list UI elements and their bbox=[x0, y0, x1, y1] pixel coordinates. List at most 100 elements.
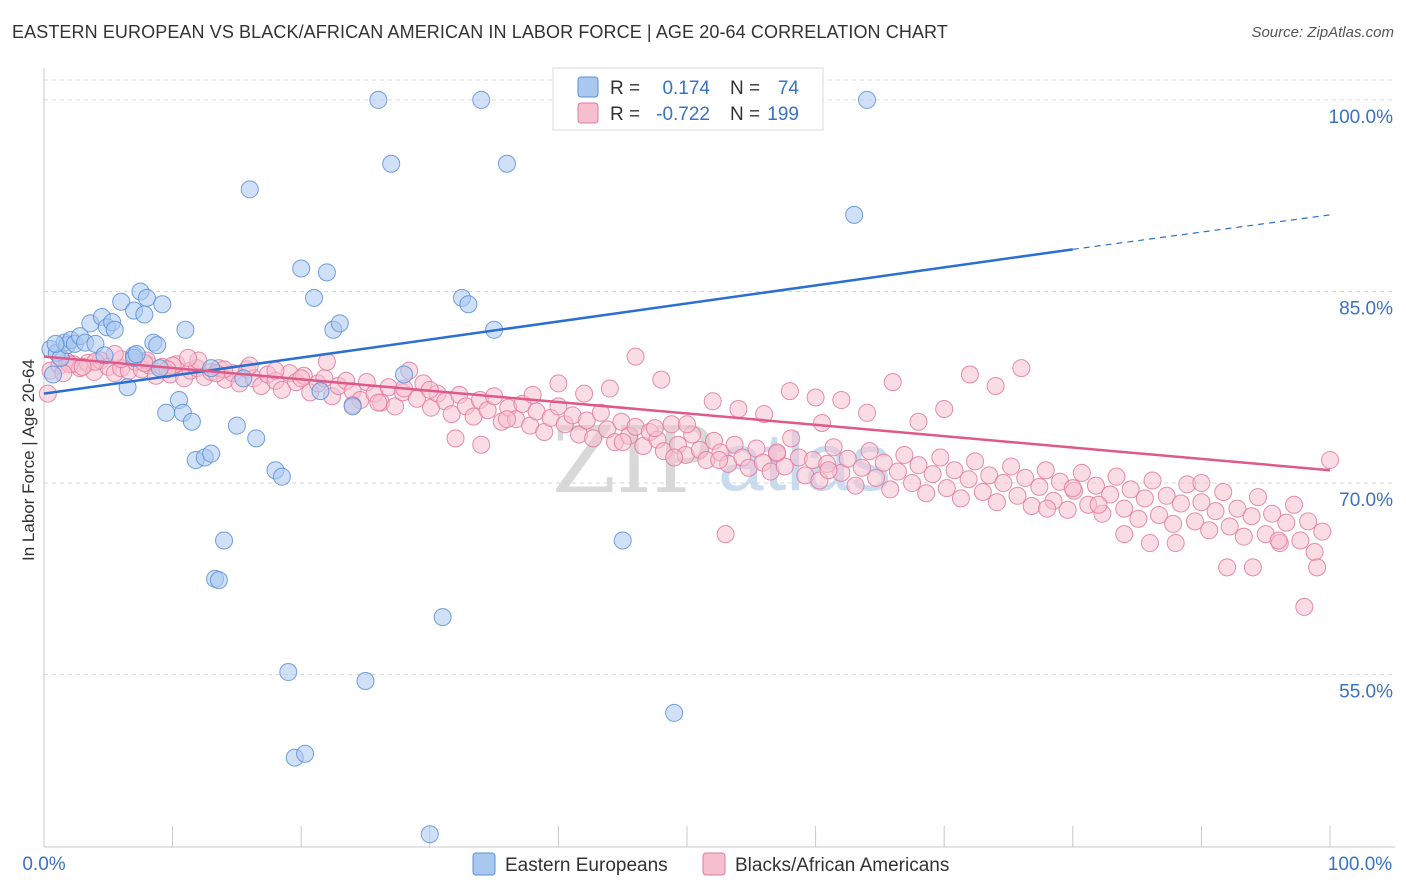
x-tick-label-min: 0.0% bbox=[22, 854, 65, 875]
point-blacks-african-americans bbox=[1269, 531, 1288, 550]
point-blacks-african-americans bbox=[1089, 495, 1108, 514]
legend-n-value-blue: 74 bbox=[778, 78, 800, 99]
point-blacks-african-americans bbox=[1228, 499, 1247, 518]
point-eastern-europeans bbox=[497, 154, 516, 173]
point-blacks-african-americans bbox=[1143, 471, 1162, 490]
point-blacks-african-americans bbox=[710, 451, 729, 470]
point-blacks-african-americans bbox=[888, 462, 907, 481]
point-blacks-african-americans bbox=[584, 429, 603, 448]
point-eastern-europeans bbox=[343, 397, 362, 416]
point-blacks-african-americans bbox=[881, 480, 900, 499]
point-blacks-african-americans bbox=[846, 476, 865, 495]
point-blacks-african-americans bbox=[1036, 461, 1055, 480]
point-blacks-african-americans bbox=[994, 474, 1013, 493]
point-blacks-african-americans bbox=[860, 442, 879, 461]
point-blacks-african-americans bbox=[1200, 521, 1219, 540]
point-blacks-african-americans bbox=[1115, 499, 1134, 518]
legend-bottom: Eastern Europeans Blacks/African America… bbox=[472, 852, 949, 876]
point-eastern-europeans bbox=[305, 288, 324, 307]
point-eastern-europeans bbox=[317, 263, 336, 282]
trend-lines bbox=[43, 214, 1331, 472]
legend-swatch-pink bbox=[577, 102, 599, 124]
point-eastern-europeans bbox=[202, 444, 221, 463]
x-ticks bbox=[43, 826, 1331, 847]
point-blacks-african-americans bbox=[945, 461, 964, 480]
legend-n-label: N = bbox=[730, 104, 760, 125]
point-eastern-europeans bbox=[613, 531, 632, 550]
point-blacks-african-americans bbox=[1022, 497, 1041, 516]
point-eastern-europeans bbox=[311, 382, 330, 401]
point-blacks-african-americans bbox=[179, 348, 198, 367]
point-blacks-african-americans bbox=[1129, 509, 1148, 528]
point-blacks-african-americans bbox=[1299, 512, 1318, 531]
point-blacks-african-americans bbox=[549, 374, 568, 393]
point-blacks-african-americans bbox=[813, 414, 832, 433]
point-eastern-europeans bbox=[227, 416, 246, 435]
point-blacks-african-americans bbox=[1002, 457, 1021, 476]
point-eastern-europeans bbox=[356, 671, 375, 690]
point-blacks-african-americans bbox=[1263, 504, 1282, 523]
point-blacks-african-americans bbox=[980, 466, 999, 485]
trend-line-blacks-african-americans bbox=[43, 355, 1331, 472]
point-eastern-europeans bbox=[330, 314, 349, 333]
y-tick-labels: 55.0% 70.0% 85.0% 100.0% bbox=[1329, 107, 1394, 703]
point-blacks-african-americans bbox=[665, 448, 684, 467]
point-eastern-europeans bbox=[148, 336, 167, 355]
legend-r-value-pink: -0.722 bbox=[656, 104, 710, 125]
point-blacks-african-americans bbox=[1164, 514, 1183, 533]
point-blacks-african-americans bbox=[1192, 493, 1211, 512]
point-eastern-europeans bbox=[279, 663, 298, 682]
point-blacks-african-americans bbox=[1305, 543, 1324, 562]
point-eastern-europeans bbox=[127, 345, 146, 364]
y-tick-label: 70.0% bbox=[1339, 490, 1393, 511]
point-blacks-african-americans bbox=[1248, 488, 1267, 507]
legend-bottom-swatch-eastern-europeans bbox=[472, 852, 496, 876]
point-blacks-african-americans bbox=[951, 489, 970, 508]
legend-bottom-label-eastern-europeans: Eastern Europeans bbox=[505, 855, 668, 876]
legend-r-label: R = bbox=[610, 78, 640, 99]
point-eastern-europeans bbox=[845, 205, 864, 224]
point-blacks-african-americans bbox=[1284, 495, 1303, 514]
point-blacks-african-americans bbox=[895, 445, 914, 464]
legend-top: R = 0.174 N = 74 R = -0.722 N = 199 bbox=[552, 67, 824, 131]
point-eastern-europeans bbox=[382, 154, 401, 173]
y-tick-label: 100.0% bbox=[1329, 107, 1394, 128]
point-blacks-african-americans bbox=[909, 456, 928, 475]
point-eastern-europeans bbox=[135, 305, 154, 324]
point-blacks-african-americans bbox=[442, 405, 461, 424]
point-blacks-african-americans bbox=[73, 357, 92, 376]
chart-title: EASTERN EUROPEAN VS BLACK/AFRICAN AMERIC… bbox=[12, 22, 948, 42]
point-blacks-african-americans bbox=[931, 448, 950, 467]
point-eastern-europeans bbox=[182, 412, 201, 431]
legend-bottom-label-blacks: Blacks/African Americans bbox=[735, 855, 949, 876]
point-eastern-europeans bbox=[272, 467, 291, 486]
trend-line-extension bbox=[1072, 214, 1331, 250]
point-blacks-african-americans bbox=[716, 525, 735, 544]
point-blacks-african-americans bbox=[1072, 463, 1091, 482]
point-blacks-african-americans bbox=[472, 435, 491, 454]
series-blacks-african-americans bbox=[38, 345, 1339, 616]
point-blacks-african-americans bbox=[446, 429, 465, 448]
point-blacks-african-americans bbox=[1308, 558, 1327, 577]
point-eastern-europeans bbox=[44, 365, 63, 384]
point-blacks-african-americans bbox=[937, 479, 956, 498]
point-blacks-african-americans bbox=[960, 365, 979, 384]
point-blacks-african-americans bbox=[1149, 505, 1168, 524]
point-blacks-african-americans bbox=[867, 468, 886, 487]
point-blacks-african-americans bbox=[923, 465, 942, 484]
point-blacks-african-americans bbox=[1234, 527, 1253, 546]
legend-r-label: R = bbox=[610, 104, 640, 125]
point-blacks-african-americans bbox=[987, 493, 1006, 512]
legend-n-value-pink: 199 bbox=[767, 104, 799, 125]
point-blacks-african-americans bbox=[1086, 476, 1105, 495]
point-blacks-african-americans bbox=[819, 461, 838, 480]
point-eastern-europeans bbox=[153, 295, 172, 314]
point-eastern-europeans bbox=[157, 403, 176, 422]
point-blacks-african-americans bbox=[1295, 597, 1314, 616]
point-blacks-african-americans bbox=[935, 399, 954, 418]
point-blacks-african-americans bbox=[1030, 477, 1049, 496]
point-blacks-african-americans bbox=[1012, 359, 1031, 378]
point-blacks-african-americans bbox=[1008, 486, 1027, 505]
point-blacks-african-americans bbox=[369, 393, 388, 412]
